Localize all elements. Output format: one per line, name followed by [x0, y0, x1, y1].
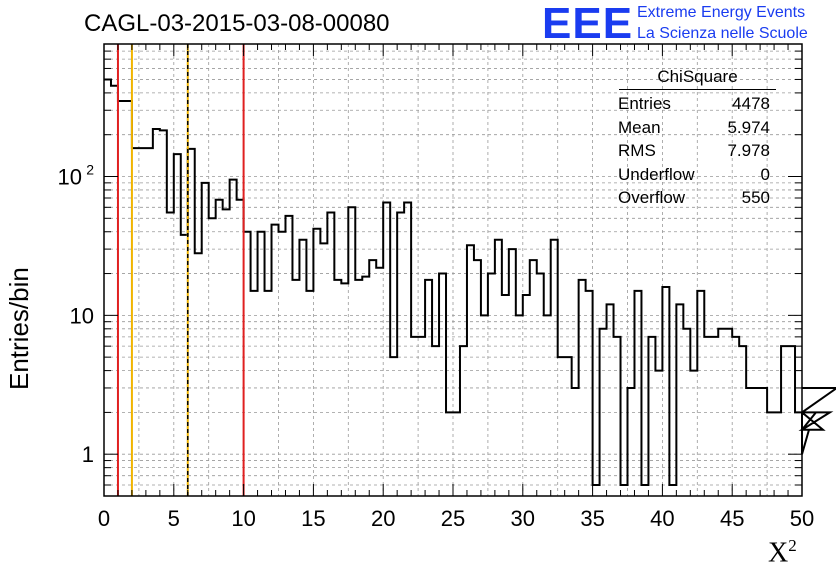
stats-row-overflow: Overflow 550 — [611, 186, 778, 210]
marker-lines — [116, 44, 245, 496]
stats-label: RMS — [618, 141, 656, 160]
histogram-bars — [104, 78, 836, 487]
stats-box: ChiSquare Entries 4478 Mean 5.974 RMS 7.… — [611, 67, 778, 210]
y-tick-label: 1 — [82, 442, 94, 467]
stats-label: Overflow — [618, 188, 686, 207]
x-tick-label: 30 — [511, 506, 535, 531]
stats-value: 0 — [760, 164, 770, 184]
x-tick-label: 50 — [790, 506, 814, 531]
x-tick-label: 5 — [168, 506, 180, 531]
x-tick-label: 0 — [98, 506, 110, 531]
y-tick-label: 10 — [70, 303, 94, 328]
x-axis-label-superscript: 2 — [788, 536, 797, 555]
x-tick-label: 35 — [580, 506, 604, 531]
stats-row-rms: RMS 7.978 — [611, 139, 778, 163]
y-tick-label: 10 — [58, 164, 82, 189]
stats-value: 5.974 — [727, 117, 770, 137]
stats-row-mean: Mean 5.974 — [611, 116, 778, 140]
logo-caption-line2: La Scienza nelle Scuole — [637, 25, 808, 42]
x-tick-label: 20 — [371, 506, 395, 531]
chart-title: CAGL-03-2015-03-08-00080 — [84, 10, 390, 37]
x-axis-label: X2 — [768, 536, 797, 569]
x-tick-label: 25 — [441, 506, 465, 531]
x-tick-label: 15 — [301, 506, 325, 531]
x-tick-label: 40 — [650, 506, 674, 531]
y-tick-exponent: 2 — [86, 161, 94, 177]
x-axis-label-base: X — [768, 537, 789, 569]
stats-title: ChiSquare — [619, 67, 776, 90]
stats-value: 4478 — [732, 94, 770, 113]
histogram-outline — [104, 78, 836, 487]
x-tick-label: 45 — [720, 506, 744, 531]
stats-value: 550 — [741, 188, 770, 207]
stats-label: Underflow — [618, 164, 695, 184]
logo-caption-line1: Extreme Energy Events — [637, 4, 806, 21]
stats-row-entries: Entries 4478 — [611, 92, 778, 116]
x-tick-label: 10 — [231, 506, 255, 531]
eee-logo: EEE — [542, 0, 634, 48]
stats-value: 7.978 — [727, 141, 770, 160]
stats-label: Entries — [618, 94, 671, 113]
stats-row-underflow: Underflow 0 — [611, 163, 778, 187]
stats-label: Mean — [618, 117, 661, 137]
